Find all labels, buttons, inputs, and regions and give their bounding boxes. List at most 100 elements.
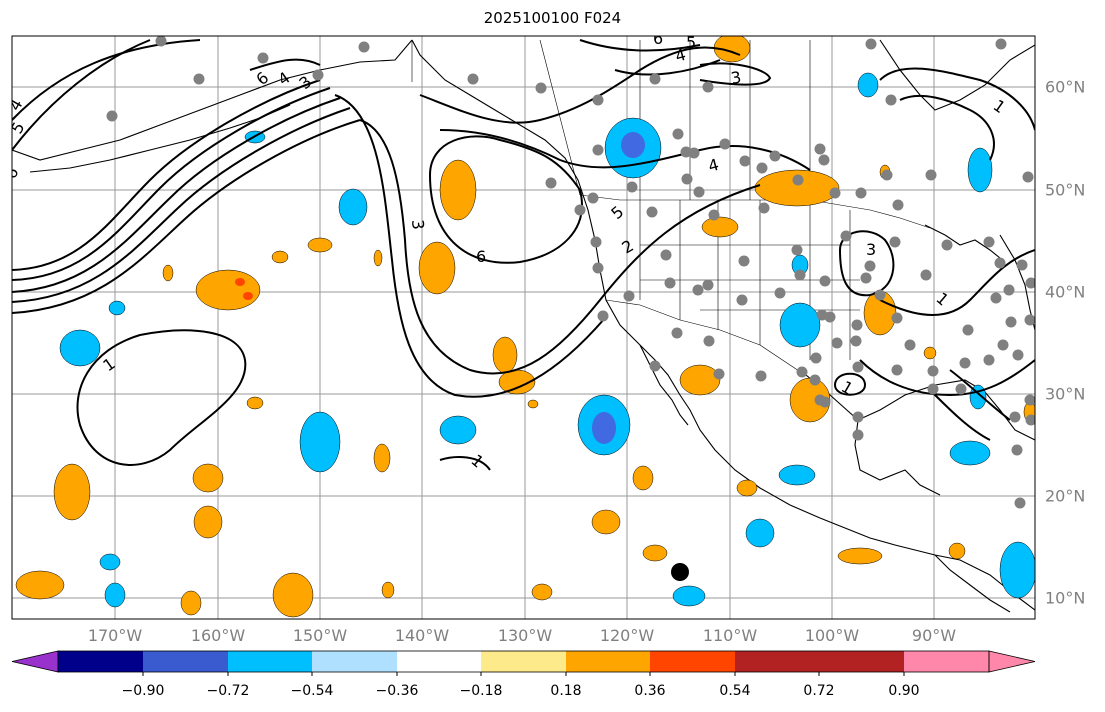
contour-label-4b: 4	[673, 45, 688, 66]
station-dot	[885, 94, 897, 106]
contour-lines	[12, 39, 1035, 471]
contour-north-3	[699, 62, 772, 86]
pos-anomaly-6	[193, 505, 223, 539]
colorbar-tick-label: −0.36	[375, 683, 419, 699]
station-dot	[891, 364, 903, 376]
station-dot	[852, 429, 864, 441]
station-dot	[818, 154, 830, 166]
station-dot	[927, 383, 939, 395]
pos-anomaly-34	[948, 542, 966, 560]
pos-anomaly-30	[162, 264, 174, 282]
contour-alaska-2	[12, 39, 151, 151]
station-dot	[814, 143, 826, 155]
contour-label-6c: 6	[1, 164, 23, 182]
us-mexico-border	[605, 299, 806, 376]
station-dot	[592, 94, 604, 106]
station-dot	[592, 144, 604, 156]
station-dot	[792, 174, 804, 186]
neg-anomaly-8	[949, 440, 991, 466]
positive-anomalies	[15, 36, 1035, 618]
neg-anomaly-13	[104, 582, 126, 608]
station-dot	[660, 249, 672, 261]
alaska-coast	[12, 39, 413, 161]
pos-anomaly-24	[307, 237, 333, 253]
pos-anomaly-5	[192, 463, 224, 493]
contour-high-pac	[439, 456, 491, 471]
contour-east-low	[838, 230, 895, 297]
station-dot	[671, 327, 683, 339]
station-dot	[995, 38, 1007, 50]
pos-strong-1	[235, 278, 245, 286]
station-markers	[106, 36, 1035, 509]
pos-anomaly-8	[15, 570, 65, 600]
station-dot	[1016, 259, 1028, 271]
pos-anomaly-15	[679, 364, 721, 396]
colorbar-frame	[57, 650, 990, 673]
state-borders	[639, 200, 860, 360]
neg-anomaly-11	[672, 585, 706, 607]
station-dot	[794, 269, 806, 281]
latitude-label: 60°N	[1045, 77, 1086, 97]
station-dot	[693, 186, 705, 198]
station-dot	[941, 239, 953, 251]
station-dot	[774, 287, 786, 299]
colorbar-segment	[58, 651, 143, 672]
colorbar-tick-label: −0.90	[121, 683, 165, 699]
yucatan	[854, 419, 941, 496]
pos-anomaly-4	[53, 463, 91, 521]
map-background	[12, 36, 1035, 619]
station-dot	[649, 360, 661, 372]
pos-anomaly-21	[736, 479, 758, 497]
station-dot	[819, 275, 831, 287]
contour-jet-4	[12, 107, 351, 303]
station-dot	[1011, 444, 1023, 456]
pos-strong-2	[243, 292, 253, 300]
station-dot	[713, 368, 725, 380]
contour-low-6	[428, 135, 583, 264]
pos-anomaly-1	[439, 159, 477, 221]
station-dot	[889, 236, 901, 248]
station-dot	[755, 370, 767, 382]
colorbar-tick-label: 0.72	[803, 683, 835, 699]
station-dot	[702, 81, 714, 93]
station-dot	[736, 294, 748, 306]
colorbar-segment	[228, 651, 312, 672]
longitude-label: 150°W	[292, 626, 348, 645]
colorbar	[11, 650, 1036, 676]
station-dot	[719, 138, 731, 150]
pos-anomaly-25	[271, 250, 289, 264]
longitude-label: 140°W	[394, 626, 450, 645]
colorbar-tick-label: 0.54	[719, 683, 751, 699]
station-dot	[708, 209, 720, 221]
hudson-bay	[879, 39, 1035, 111]
longitude-label: 170°W	[87, 626, 143, 645]
contour-trough-2	[334, 94, 606, 398]
pos-anomaly-22	[837, 547, 883, 565]
station-dot	[106, 110, 118, 122]
contour-trough-1	[359, 119, 761, 375]
station-dot	[1003, 284, 1015, 296]
neg-anomaly-7	[967, 147, 993, 193]
neg-anomaly-6	[857, 72, 879, 98]
pos-anomaly-27	[531, 583, 553, 601]
contour-alaska-3	[249, 58, 321, 71]
station-dot	[852, 411, 864, 423]
longitude-label: 160°W	[190, 626, 246, 645]
station-dot	[739, 155, 751, 167]
contour-label-6a: 6	[476, 247, 486, 266]
neg-anomaly-baja-core	[592, 412, 616, 444]
neg-anomaly-12	[99, 553, 121, 571]
station-dot	[955, 383, 967, 395]
contour-label-4a: 4	[706, 155, 721, 176]
neg-anomaly-5	[779, 302, 821, 348]
contour-jet-2	[12, 87, 331, 281]
station-dot	[983, 236, 995, 248]
contour-north-1	[579, 39, 701, 52]
pos-anomaly-31	[373, 249, 383, 267]
baja-california	[639, 344, 689, 426]
station-dot	[881, 169, 893, 181]
contour-label-3b: 3	[729, 67, 742, 87]
latitude-label: 30°N	[1045, 384, 1086, 404]
station-dot	[703, 335, 715, 347]
pos-anomaly-18	[701, 216, 739, 238]
